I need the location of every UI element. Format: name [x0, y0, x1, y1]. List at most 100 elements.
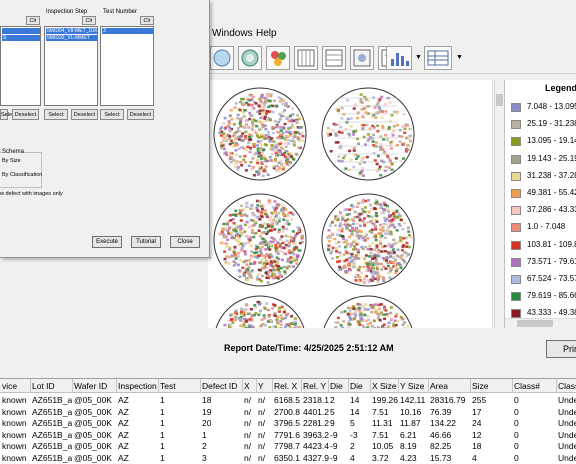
inspection-clear-button[interactable]: Clr [82, 16, 96, 25]
defect-mark [384, 309, 388, 312]
list-item[interactable]: 5MID32_VL-MMET [46, 35, 97, 41]
column-header[interactable]: Lot ID [32, 381, 55, 391]
column-separator[interactable] [301, 379, 302, 393]
inspection-select-button[interactable]: Select [44, 109, 68, 120]
defect-mark [277, 230, 281, 234]
column-header[interactable]: X [244, 381, 250, 391]
defect-mark [284, 243, 288, 247]
column-header[interactable]: Test [160, 381, 176, 391]
inspection-step-listbox[interactable]: 5MID04_V8-MET_10X 5MID32_VL-MMET [44, 26, 98, 106]
wafer-map-view[interactable] [208, 80, 498, 328]
defect-mark [326, 127, 330, 130]
column-separator[interactable] [512, 379, 513, 393]
column-header[interactable]: Wafer ID [74, 381, 108, 391]
list-item[interactable]: S [2, 35, 40, 41]
tutorial-button[interactable]: Tutorial [131, 236, 161, 248]
column-separator[interactable] [428, 379, 429, 393]
table-row[interactable]: known AZ651B_a @05_00K AZ 1 2 n/n/7798.7 4423.4… [0, 440, 576, 452]
column-header[interactable]: Class# [514, 381, 540, 391]
table-row[interactable]: known AZ651B_a @05_00K AZ 1 20 n/n/3796.5 2281.… [0, 417, 576, 429]
column-separator[interactable] [556, 379, 557, 393]
wafer[interactable] [213, 193, 307, 287]
close-button[interactable]: Close [170, 236, 200, 248]
column-separator[interactable] [348, 379, 349, 393]
column-separator[interactable] [242, 379, 243, 393]
column-header[interactable]: vice [2, 381, 18, 391]
print-button[interactable]: Prin [546, 340, 576, 358]
col1-select-button[interactable]: Select [0, 109, 16, 120]
grid-dropdown-icon[interactable]: ▼ [456, 54, 463, 61]
test-number-listbox[interactable]: 3 [100, 26, 154, 106]
column-separator[interactable] [200, 379, 201, 393]
defect-mark [275, 164, 279, 168]
column-header[interactable]: Area [430, 381, 448, 391]
scrollbar-thumb[interactable] [496, 94, 503, 106]
defect-mark [388, 276, 392, 280]
column-header[interactable]: X Size [372, 381, 397, 391]
wafer[interactable] [321, 193, 415, 287]
scrollbar-thumb[interactable] [517, 320, 553, 327]
list-item[interactable]: 3 [102, 28, 153, 34]
table-row[interactable]: known AZ651B_a @05_00K AZ 1 1 n/n/7791.6 3963.2… [0, 429, 576, 441]
column-header[interactable]: Rel. X [274, 381, 298, 391]
legend-horizontal-scrollbar[interactable] [505, 318, 576, 328]
menu-help[interactable]: Help [256, 28, 277, 39]
by-classification-option[interactable]: By Classification [2, 172, 43, 178]
column-separator[interactable] [328, 379, 329, 393]
inspection-deselect-button[interactable]: Deselect [71, 109, 98, 120]
defect-mark [229, 318, 233, 321]
col1-clear-button[interactable]: Clr [26, 16, 40, 25]
column-separator[interactable] [398, 379, 399, 393]
table-row[interactable]: known AZ651B_a @05_00K AZ 1 19 n/n/2700.8 4401.… [0, 406, 576, 418]
column-header[interactable]: Rel. Y [303, 381, 326, 391]
wafer-map-canvas[interactable] [208, 80, 498, 328]
test-select-button[interactable]: Select [100, 109, 124, 120]
images-only-checkbox[interactable]: w defect with images only [0, 191, 63, 197]
histogram-button[interactable] [386, 46, 412, 70]
table-row[interactable]: known AZ651B_a @05_00K AZ 1 18 n/n/6168.5 2318.… [0, 394, 576, 406]
column-header[interactable]: Y Size [400, 381, 425, 391]
map-vertical-scrollbar[interactable] [494, 80, 504, 328]
column-header[interactable]: Die [350, 381, 363, 391]
column-header[interactable]: Class [558, 381, 576, 391]
column-header[interactable]: Inspection [118, 381, 157, 391]
column-separator[interactable] [470, 379, 471, 393]
column-header[interactable]: Size [472, 381, 489, 391]
table-view-button[interactable] [322, 46, 346, 70]
by-size-option[interactable]: By Size [2, 158, 21, 164]
list-item[interactable]: 5MID04_V8-MET_10X [46, 28, 98, 34]
wafer-map-button[interactable] [210, 46, 234, 70]
column-separator[interactable] [272, 379, 273, 393]
execute-button[interactable]: Execute [92, 236, 122, 248]
grid-button[interactable] [424, 46, 452, 70]
wafer[interactable] [321, 87, 415, 181]
wafer-gallery-button[interactable] [238, 46, 262, 70]
legend-swatch [511, 120, 521, 130]
col1-deselect-button[interactable]: Deselect [12, 109, 39, 120]
column-separator[interactable] [256, 379, 257, 393]
defect-mark [381, 226, 385, 229]
test-clear-button[interactable]: Clr [140, 16, 154, 25]
column-header[interactable]: Defect ID [202, 381, 238, 391]
defect-mark [269, 118, 272, 121]
list-item[interactable] [2, 28, 40, 34]
table-row[interactable]: known AZ651B_a @05_00K AZ 1 3 n/n/6350.1 4327.9… [0, 452, 576, 464]
wafer[interactable] [213, 87, 307, 181]
col1-listbox[interactable]: S [0, 26, 41, 106]
chart-button[interactable] [294, 46, 318, 70]
wafer[interactable] [322, 295, 414, 328]
defect-mark [258, 120, 262, 124]
column-header[interactable]: Y [258, 381, 264, 391]
menu-windows[interactable]: Windows [212, 28, 253, 39]
column-separator[interactable] [116, 379, 117, 393]
list-view-button[interactable] [350, 46, 374, 70]
die-stack-button[interactable] [266, 46, 290, 70]
histogram-dropdown-icon[interactable]: ▼ [415, 54, 422, 61]
column-separator[interactable] [158, 379, 159, 393]
column-separator[interactable] [30, 379, 31, 393]
wafer[interactable] [214, 295, 306, 328]
column-separator[interactable] [370, 379, 371, 393]
column-header[interactable]: Die [330, 381, 343, 391]
column-separator[interactable] [72, 379, 73, 393]
test-deselect-button[interactable]: Deselect [127, 109, 154, 120]
